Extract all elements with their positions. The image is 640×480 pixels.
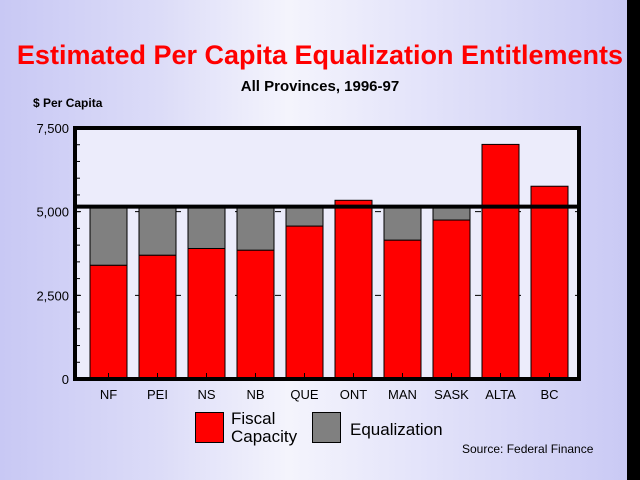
plot-frame — [73, 126, 581, 381]
bar-equalization — [383, 206, 422, 241]
bar-equalization — [432, 206, 471, 221]
y-tick-label: 5,000 — [36, 205, 69, 220]
x-tick-label: PEI — [147, 387, 168, 402]
right-border — [627, 0, 640, 480]
bar-equalization — [285, 206, 324, 227]
bar-fiscal-capacity — [187, 247, 226, 380]
bar-fiscal-capacity — [236, 249, 275, 380]
bar-fiscal-capacity — [138, 254, 177, 380]
bar-equalization — [138, 206, 177, 256]
x-tick-label: NF — [100, 387, 117, 402]
x-tick-label: ALTA — [485, 387, 516, 402]
legend-label-equalization: Equalization — [350, 420, 443, 439]
bar-equalization — [187, 206, 226, 249]
x-tick-label: QUE — [290, 387, 319, 402]
bar-fiscal-capacity — [383, 239, 422, 380]
y-tick-label: 2,500 — [36, 288, 69, 303]
x-tick-label: NS — [197, 387, 215, 402]
legend-label-fiscal: Fiscal Capacity — [231, 409, 298, 446]
legend-swatch-equalization — [312, 412, 341, 443]
x-tick-label: ONT — [340, 387, 368, 402]
legend-swatch-fiscal — [195, 412, 224, 443]
bar-fiscal-capacity — [530, 185, 569, 380]
bar-equalization — [236, 206, 275, 251]
y-tick-label: 7,500 — [36, 121, 69, 136]
x-tick-label: MAN — [388, 387, 417, 402]
x-tick-label: NB — [246, 387, 264, 402]
y-tick-label: 0 — [62, 372, 69, 387]
source-note: Source: Federal Finance — [462, 442, 594, 456]
bar-fiscal-capacity — [89, 264, 128, 380]
bar-fiscal-capacity — [432, 219, 471, 380]
chart-subtitle: All Provinces, 1996-97 — [240, 78, 400, 95]
bar-fiscal-capacity — [481, 143, 520, 380]
x-tick-label: SASK — [434, 387, 469, 402]
y-axis-label: $ Per Capita — [33, 96, 103, 110]
bar-equalization — [89, 206, 128, 266]
bar-fiscal-capacity — [334, 199, 373, 380]
chart-title: Estimated Per Capita Equalization Entitl… — [16, 40, 624, 70]
bar-fiscal-capacity — [285, 225, 324, 380]
x-tick-label: BC — [540, 387, 558, 402]
